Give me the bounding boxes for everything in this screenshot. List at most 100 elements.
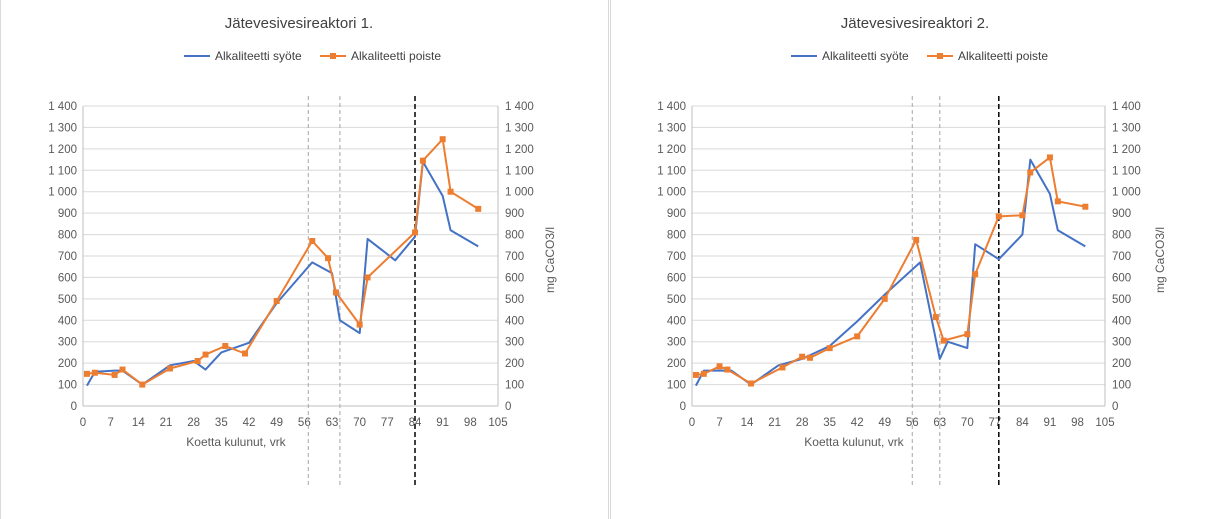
y2-tick-label: 600	[1112, 272, 1131, 284]
x-tick-label: 21	[768, 417, 781, 429]
legend-marker	[330, 53, 336, 59]
y-tick-label: 1 000	[657, 187, 686, 199]
legend-marker	[937, 53, 943, 59]
data-point	[119, 366, 126, 373]
y-tick-label: 1 100	[657, 165, 686, 177]
x-tick-label: 21	[160, 417, 173, 429]
data-point	[1027, 169, 1034, 176]
legend-label: Alkaliteetti poiste	[351, 49, 441, 63]
data-point	[111, 371, 118, 378]
y2-tick-label: 900	[505, 208, 524, 220]
data-point	[995, 213, 1002, 220]
x-tick-label: 42	[851, 417, 864, 429]
y-tick-label: 600	[58, 272, 77, 284]
y2-tick-label: 800	[1112, 230, 1131, 242]
y-tick-label: 0	[71, 401, 77, 413]
y2-tick-label: 1 400	[505, 101, 534, 113]
x-axis-title: Koetta kulunut, vrk	[804, 435, 904, 449]
y2-tick-label: 300	[1112, 337, 1131, 349]
data-point	[748, 380, 754, 387]
y-tick-label: 100	[58, 380, 77, 392]
data-point	[799, 353, 806, 360]
data-point	[692, 371, 699, 378]
data-point	[242, 350, 249, 357]
y2-tick-label: 1 000	[1112, 187, 1141, 199]
data-point	[325, 255, 332, 262]
y-tick-label: 200	[667, 358, 686, 370]
x-tick-label: 28	[796, 417, 809, 429]
y-tick-label: 700	[58, 251, 77, 263]
x-tick-label: 63	[326, 417, 339, 429]
y-tick-label: 1 400	[48, 101, 77, 113]
y2-tick-label: 1 100	[505, 165, 534, 177]
x-tick-label: 63	[933, 417, 946, 429]
x-tick-label: 42	[243, 417, 256, 429]
data-point	[91, 369, 98, 376]
y-tick-label: 1 200	[48, 144, 77, 156]
x-tick-label: 70	[961, 417, 974, 429]
x-tick-label: 105	[1095, 417, 1114, 429]
data-point	[854, 333, 861, 340]
x-tick-label: 56	[298, 417, 311, 429]
y2-tick-label: 400	[505, 315, 524, 327]
y2-tick-label: 500	[1112, 294, 1131, 306]
y2-tick-label: 1 300	[1112, 122, 1141, 134]
data-point	[202, 351, 209, 358]
y-tick-label: 400	[667, 315, 686, 327]
y-tick-label: 100	[667, 380, 686, 392]
x-tick-label: 35	[823, 417, 836, 429]
y-tick-label: 1 200	[657, 144, 686, 156]
y-tick-label: 1 400	[657, 101, 686, 113]
y2-tick-label: 800	[505, 230, 524, 242]
data-point	[807, 354, 813, 361]
legend-entry: Alkaliteetti poiste	[927, 49, 1048, 63]
data-point	[139, 381, 146, 388]
data-point	[309, 238, 316, 244]
y2-tick-label: 700	[505, 251, 524, 263]
y2-axis-title: mg CaCO3/l	[543, 227, 557, 293]
series-line	[695, 156, 1086, 385]
x-tick-label: 7	[716, 417, 722, 429]
y2-tick-label: 1 100	[1112, 165, 1141, 177]
x-tick-label: 84	[1016, 417, 1029, 429]
data-point	[700, 370, 707, 377]
x-tick-label: 7	[107, 417, 113, 429]
y-tick-label: 300	[667, 337, 686, 349]
y2-tick-label: 1 200	[505, 144, 534, 156]
x-tick-label: 35	[215, 417, 228, 429]
y2-tick-label: 1 000	[505, 187, 534, 199]
chart-panel-reactor-2: Jätevesivesireaktori 2. Alkaliteetti syöt…	[610, 0, 1218, 519]
data-point	[972, 271, 979, 278]
data-point	[881, 295, 888, 302]
x-tick-label: 0	[689, 417, 695, 429]
x-tick-label: 56	[906, 417, 919, 429]
y-tick-label: 1 000	[48, 187, 77, 199]
x-tick-label: 91	[1044, 417, 1057, 429]
y2-tick-label: 100	[1112, 380, 1131, 392]
y2-tick-label: 300	[505, 337, 524, 349]
legend-label: Alkaliteetti poiste	[958, 49, 1048, 63]
y-tick-label: 500	[667, 294, 686, 306]
y2-tick-label: 0	[1112, 401, 1118, 413]
x-tick-label: 105	[488, 417, 507, 429]
x-tick-label: 49	[270, 417, 283, 429]
y2-tick-label: 400	[1112, 315, 1131, 327]
data-point	[1054, 198, 1061, 205]
data-point	[932, 314, 939, 321]
x-tick-label: 0	[80, 417, 86, 429]
y-tick-label: 200	[58, 358, 77, 370]
x-tick-label: 28	[187, 417, 200, 429]
data-point	[194, 358, 201, 364]
y2-tick-label: 900	[1112, 208, 1131, 220]
data-point	[475, 205, 482, 212]
x-tick-label: 14	[741, 417, 754, 429]
data-point	[356, 321, 363, 328]
y-tick-label: 900	[667, 208, 686, 220]
y-tick-label: 400	[58, 315, 77, 327]
y2-tick-label: 200	[505, 358, 524, 370]
chart-title: Jätevesivesireaktori 2.	[841, 15, 989, 32]
y2-tick-label: 500	[505, 294, 524, 306]
y-tick-label: 300	[58, 337, 77, 349]
data-point	[273, 298, 280, 304]
y-tick-label: 600	[667, 272, 686, 284]
